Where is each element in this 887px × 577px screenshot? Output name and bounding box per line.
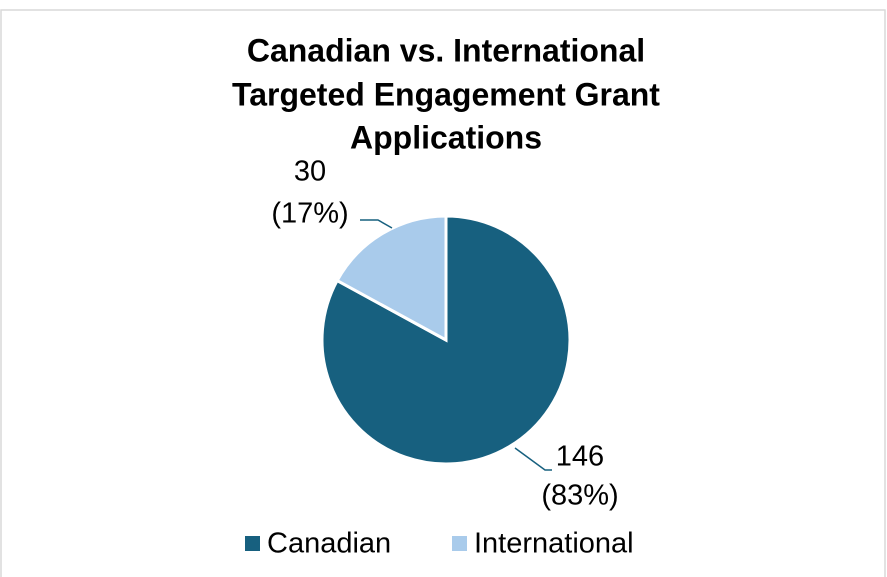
- legend-swatch: [245, 536, 260, 551]
- pie-slice: [335, 214, 448, 343]
- legend-swatch: [452, 536, 467, 551]
- chart-title: Targeted Engagement Grant: [232, 76, 660, 112]
- data-label: 146: [556, 441, 604, 473]
- data-label: (17%): [271, 198, 348, 230]
- legend-label: International: [474, 528, 634, 560]
- data-label: 30: [294, 156, 326, 188]
- data-label: (83%): [541, 480, 618, 512]
- leader-line: [514, 447, 552, 471]
- chart-title: Applications: [350, 119, 542, 155]
- legend-label: Canadian: [267, 528, 391, 560]
- chart-title: Canadian vs. International: [247, 32, 645, 68]
- leader-line: [360, 219, 393, 229]
